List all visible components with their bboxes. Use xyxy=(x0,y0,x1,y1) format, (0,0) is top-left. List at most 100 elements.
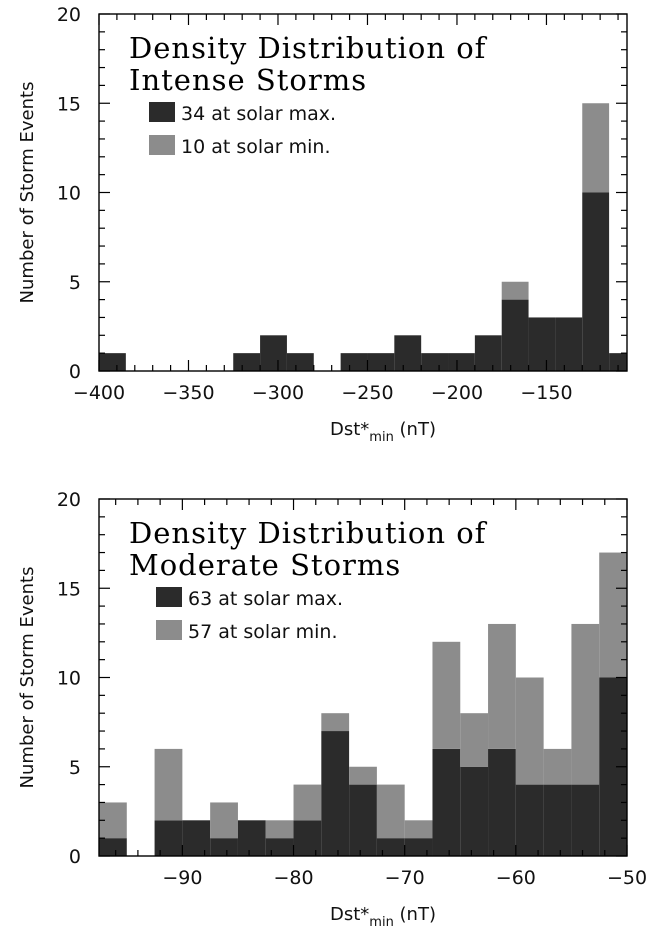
bar-solar-max xyxy=(321,731,350,856)
bar-solar-min xyxy=(154,748,183,821)
x-axis-label-main: Dst* xyxy=(330,419,369,440)
chart-title-line-2: Intense Storms xyxy=(129,63,367,97)
bar-solar-max xyxy=(543,784,572,856)
axis-ticks xyxy=(99,498,628,857)
intense-storms-chart: −400 −350 −300 −250 −200 −150 0 5 10 15 20 Densit… xyxy=(17,4,628,445)
y-tick-label: 15 xyxy=(57,93,81,115)
bar-solar-min xyxy=(404,820,433,839)
x-tick-label: −80 xyxy=(273,867,313,889)
y-tick-label: 5 xyxy=(69,757,81,779)
x-axis-label-subscript: min xyxy=(369,915,394,930)
x-axis-label-subscript: min xyxy=(369,430,394,445)
bar-solar-max xyxy=(448,353,475,371)
moderate-bars xyxy=(99,552,627,856)
legend-label-solar-max: 63 at solar max. xyxy=(188,588,343,610)
bar-solar-max xyxy=(394,335,422,371)
chart-title-line-1: Density Distribution of xyxy=(129,31,488,65)
bar-solar-max xyxy=(432,748,461,856)
bar-solar-max xyxy=(99,353,126,371)
bar-solar-min xyxy=(543,748,572,785)
bar-solar-max xyxy=(293,820,322,856)
bar-solar-max xyxy=(501,299,529,371)
y-tick-labels: 0 5 10 15 20 xyxy=(57,489,81,868)
y-tick-label: 10 xyxy=(57,668,81,690)
bar-solar-min xyxy=(488,623,516,749)
bar-solar-max xyxy=(340,353,368,371)
chart-title-line-1: Density Distribution of xyxy=(129,516,488,550)
bar-solar-max xyxy=(421,353,449,371)
bar-solar-min xyxy=(293,784,322,821)
bar-solar-max xyxy=(99,838,127,856)
bar-solar-max xyxy=(349,784,377,856)
x-axis-label-unit: (nT) xyxy=(394,419,436,440)
x-tick-label: −350 xyxy=(162,382,214,404)
legend: 63 at solar max. 57 at solar min. xyxy=(156,587,343,643)
legend-swatch-solar-max xyxy=(156,587,182,607)
bar-solar-min xyxy=(349,766,377,785)
x-tick-labels: −90 −80 −70 −60 −50 xyxy=(162,867,647,889)
x-tick-label: −250 xyxy=(341,382,393,404)
bar-solar-min xyxy=(515,677,544,785)
y-tick-label: 0 xyxy=(69,361,81,383)
bar-solar-min xyxy=(501,281,529,300)
bar-solar-min xyxy=(376,784,405,839)
y-tick-labels: 0 5 10 15 20 xyxy=(57,4,81,383)
bar-solar-max xyxy=(555,317,583,371)
legend: 34 at solar max. 10 at solar min. xyxy=(149,102,336,158)
bar-solar-min xyxy=(432,641,461,749)
bar-solar-max xyxy=(286,353,314,371)
y-tick-label: 0 xyxy=(69,846,81,868)
bar-solar-max xyxy=(233,353,261,371)
legend-swatch-solar-max xyxy=(149,102,175,122)
bar-solar-max xyxy=(367,353,395,371)
y-tick-label: 20 xyxy=(57,489,81,511)
bar-solar-max xyxy=(376,838,405,856)
legend-label-solar-max: 34 at solar max. xyxy=(181,103,336,125)
x-tick-label: −50 xyxy=(607,867,647,889)
x-tick-label: −200 xyxy=(431,382,483,404)
bar-solar-max xyxy=(582,192,610,371)
x-tick-labels: −400 −350 −300 −250 −200 −150 xyxy=(73,382,573,404)
bar-solar-max xyxy=(571,784,600,856)
legend-label-solar-min: 57 at solar min. xyxy=(188,621,338,643)
bar-solar-max xyxy=(404,838,433,856)
intense-bars xyxy=(99,103,627,371)
x-tick-label: −70 xyxy=(385,867,425,889)
bar-solar-min xyxy=(210,802,238,839)
bar-solar-max xyxy=(609,353,627,371)
x-tick-label: −400 xyxy=(73,382,125,404)
bar-solar-max xyxy=(460,766,489,856)
y-tick-label: 10 xyxy=(57,183,81,205)
bar-solar-min xyxy=(582,103,610,193)
legend-swatch-solar-min xyxy=(156,620,182,640)
y-tick-label: 20 xyxy=(57,4,81,26)
bar-solar-max xyxy=(210,838,238,856)
y-axis-label: Number of Storm Events xyxy=(17,567,38,789)
x-axis-label-main: Dst* xyxy=(330,904,369,925)
legend-swatch-solar-min xyxy=(149,135,175,155)
bar-solar-max xyxy=(182,820,211,856)
x-axis-label: Dst*min (nT) xyxy=(330,419,436,445)
bar-solar-min xyxy=(599,552,627,678)
moderate-storms-chart: −90 −80 −70 −60 −50 0 5 10 15 20 Density Distrib… xyxy=(17,489,647,930)
bar-solar-max xyxy=(528,317,556,371)
chart-title-line-2: Moderate Storms xyxy=(129,548,401,582)
x-axis-label: Dst*min (nT) xyxy=(330,904,436,930)
bar-solar-max xyxy=(260,335,287,371)
bar-solar-max xyxy=(265,838,294,856)
legend-label-solar-min: 10 at solar min. xyxy=(181,136,331,158)
x-tick-label: −90 xyxy=(162,867,202,889)
bar-solar-max xyxy=(474,335,502,371)
y-axis-label: Number of Storm Events xyxy=(17,82,38,304)
axis-ticks xyxy=(98,13,627,372)
y-tick-label: 5 xyxy=(69,272,81,294)
bar-solar-min xyxy=(321,713,350,732)
bar-solar-max xyxy=(237,820,266,856)
x-tick-label: −300 xyxy=(252,382,304,404)
bar-solar-max xyxy=(515,784,544,856)
x-tick-label: −60 xyxy=(496,867,536,889)
bar-solar-max xyxy=(154,820,183,856)
y-tick-label: 15 xyxy=(57,578,81,600)
x-axis-label-unit: (nT) xyxy=(394,904,436,925)
